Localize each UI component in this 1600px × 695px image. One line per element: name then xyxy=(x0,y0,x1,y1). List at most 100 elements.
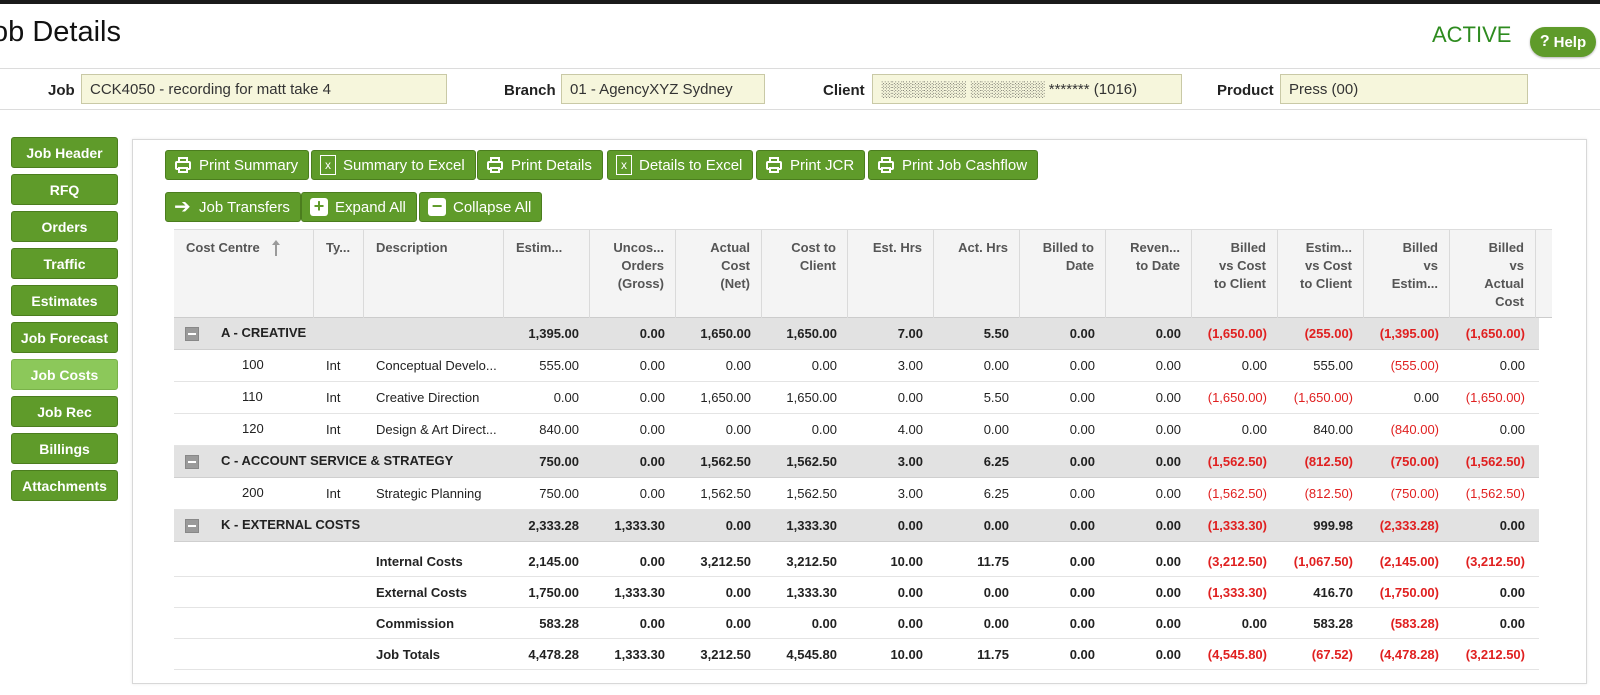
printer-icon xyxy=(174,156,192,174)
sidebar-item-estimates[interactable]: Estimates xyxy=(11,285,118,316)
col-header-billed-vs-estim[interactable]: Billed vs Estim... xyxy=(1364,230,1450,319)
value-cell: 0.00 xyxy=(1069,454,1095,469)
value-cell: 1,333.30 xyxy=(786,584,837,600)
print-job-cashflow-button[interactable]: Print Job Cashflow xyxy=(868,150,1039,180)
col-header-description[interactable]: Description xyxy=(364,230,504,319)
value-cell: 0.00 xyxy=(639,553,665,569)
table-row[interactable]: 200 Int Strategic Planning 750.00 0.00 1,562.… xyxy=(174,478,1539,510)
client-field[interactable]: ░░░░░░░░ ░░░░░░░ ******* (1016) xyxy=(872,74,1182,104)
value-cell: 1,562.50 xyxy=(786,454,837,469)
sidebar-item-job-header[interactable]: Job Header xyxy=(11,137,118,168)
sidebar-item-rfq[interactable]: RFQ xyxy=(11,174,118,205)
value-cell: (1,650.00) xyxy=(1465,326,1525,341)
value-cell: 0.00 xyxy=(1155,390,1181,405)
print-details-button[interactable]: Print Details xyxy=(477,150,603,180)
value-cell: 0.00 xyxy=(1499,358,1525,373)
collapse-group-icon[interactable] xyxy=(185,327,199,341)
col-header-billed-vs-cost[interactable]: Billed vs Cost to Client xyxy=(1192,230,1278,319)
col-header-act-hrs[interactable]: Act. Hrs xyxy=(934,230,1020,319)
sidebar-item-job-rec[interactable]: Job Rec xyxy=(11,396,118,427)
summary-row[interactable]: External Costs 1,750.00 1,333.30 0.00 1,333.… xyxy=(174,577,1539,608)
collapse-group-icon[interactable] xyxy=(185,455,199,469)
col-header-cost-to-client[interactable]: Cost to Client xyxy=(762,230,848,319)
description: Commission xyxy=(376,615,455,631)
col-header-type[interactable]: Ty... xyxy=(314,230,364,319)
value-cell: (2,145.00) xyxy=(1379,553,1439,569)
table-row[interactable]: 110 Int Creative Direction 0.00 0.00 1,650.00… xyxy=(174,382,1539,414)
value-cell: 0.00 xyxy=(897,584,923,600)
minus-icon: − xyxy=(428,197,446,216)
value-cell: 3.00 xyxy=(897,358,923,373)
print-summary-button[interactable]: Print Summary xyxy=(165,150,310,180)
job-transfers-button[interactable]: ➔ Job Transfers xyxy=(165,192,301,222)
value-cell: (1,562.50) xyxy=(1207,454,1267,469)
table-row[interactable]: 100 Int Conceptual Develo... 555.00 0.00 0.00… xyxy=(174,350,1539,382)
sidebar-item-billings[interactable]: Billings xyxy=(11,433,118,464)
job-field-bar: Job CCK4050 - recording for matt take 4 … xyxy=(0,68,1600,110)
value-cell: 583.28 xyxy=(539,615,579,631)
product-label: Product xyxy=(1217,82,1274,99)
group-row[interactable]: K - EXTERNAL COSTS 2,333.28 1,333.30 0.00 1,… xyxy=(174,510,1539,542)
arrow-right-icon: ➔ xyxy=(174,196,191,218)
col-header-estimate[interactable]: Estim... xyxy=(504,230,590,319)
group-row[interactable]: A - CREATIVE 1,395.00 0.00 1,650.00 1,650.00… xyxy=(174,318,1539,350)
collapse-all-button[interactable]: − Collapse All xyxy=(419,192,543,222)
collapse-group-icon[interactable] xyxy=(185,519,199,533)
summary-to-excel-button[interactable]: x Summary to Excel xyxy=(311,150,476,180)
value-cell: (812.50) xyxy=(1304,454,1353,469)
summary-row[interactable]: Job Totals 4,478.28 1,333.30 3,212.50 4,545.… xyxy=(174,639,1539,670)
value-cell: 3,212.50 xyxy=(700,646,751,662)
product-field[interactable]: Press (00) xyxy=(1280,74,1528,104)
value-cell: 0.00 xyxy=(1413,390,1439,405)
value-cell: 0.00 xyxy=(1069,646,1095,662)
printer-icon xyxy=(486,156,504,174)
value-cell: (1,333.30) xyxy=(1207,584,1267,600)
summary-row[interactable]: Commission 583.28 0.00 0.00 0.00 0.00 0.00 0.00… xyxy=(174,608,1539,639)
value-cell: 840.00 xyxy=(1313,422,1353,437)
col-header-revenue-to-date[interactable]: Reven... to Date xyxy=(1106,230,1192,319)
value-cell: (3,212.50) xyxy=(1465,553,1525,569)
value-cell: 0.00 xyxy=(1069,390,1095,405)
col-header-billed-to-date[interactable]: Billed to Date xyxy=(1020,230,1106,319)
sort-ascending-icon xyxy=(272,239,281,256)
plus-icon: + xyxy=(310,197,328,216)
col-header-uncosted-orders[interactable]: Uncos... Orders (Gross) xyxy=(590,230,676,319)
value-cell: (583.28) xyxy=(1390,615,1439,631)
sidebar-item-job-costs[interactable]: Job Costs xyxy=(11,359,118,390)
sidebar-item-attachments[interactable]: Attachments xyxy=(11,470,118,501)
help-button[interactable]: ? Help xyxy=(1530,27,1596,57)
table-row[interactable]: 120 Int Design & Art Direct... 840.00 0.00 0.… xyxy=(174,414,1539,446)
sidebar-item-traffic[interactable]: Traffic xyxy=(11,248,118,279)
value-cell: 0.00 xyxy=(639,615,665,631)
branch-label: Branch xyxy=(504,82,556,99)
col-header-cost-centre[interactable]: Cost Centre xyxy=(174,230,314,319)
branch-field[interactable]: 01 - AgencyXYZ Sydney xyxy=(561,74,765,104)
sidebar-item-orders[interactable]: Orders xyxy=(11,211,118,242)
client-label: Client xyxy=(823,82,865,99)
value-cell: 0.00 xyxy=(1069,358,1095,373)
summary-row[interactable]: Internal Costs 2,145.00 0.00 3,212.50 3,212.… xyxy=(174,546,1539,577)
printer-icon xyxy=(765,156,783,174)
value-cell: 750.00 xyxy=(539,454,579,469)
value-cell: 0.00 xyxy=(811,422,837,437)
value-cell: (1,650.00) xyxy=(1293,390,1353,405)
sidebar-item-job-forecast[interactable]: Job Forecast xyxy=(11,322,118,353)
value-cell: 0.00 xyxy=(1155,326,1181,341)
expand-all-button[interactable]: + Expand All xyxy=(301,192,417,222)
value-cell: 0.00 xyxy=(983,584,1009,600)
top-nav-bar xyxy=(0,0,1600,4)
value-cell: 1,395.00 xyxy=(528,326,579,341)
value-cell: 0.00 xyxy=(1155,646,1181,662)
job-field[interactable]: CCK4050 - recording for matt take 4 xyxy=(81,74,447,104)
col-header-estim-vs-cost[interactable]: Estim... vs Cost to Client xyxy=(1278,230,1364,319)
col-header-actual-cost[interactable]: Actual Cost (Net) xyxy=(676,230,762,319)
col-header-billed-vs-actual[interactable]: Billed vs Actual Cost xyxy=(1450,230,1536,319)
print-jcr-button[interactable]: Print JCR xyxy=(756,150,866,180)
details-to-excel-button[interactable]: x Details to Excel xyxy=(607,150,754,180)
value-cell: (555.00) xyxy=(1390,358,1439,373)
group-row[interactable]: C - ACCOUNT SERVICE & STRATEGY 750.00 0.00… xyxy=(174,446,1539,478)
value-cell: 0.00 xyxy=(1069,553,1095,569)
col-header-est-hrs[interactable]: Est. Hrs xyxy=(848,230,934,319)
value-cell: 0.00 xyxy=(983,358,1009,373)
value-cell: (2,333.28) xyxy=(1379,518,1439,533)
